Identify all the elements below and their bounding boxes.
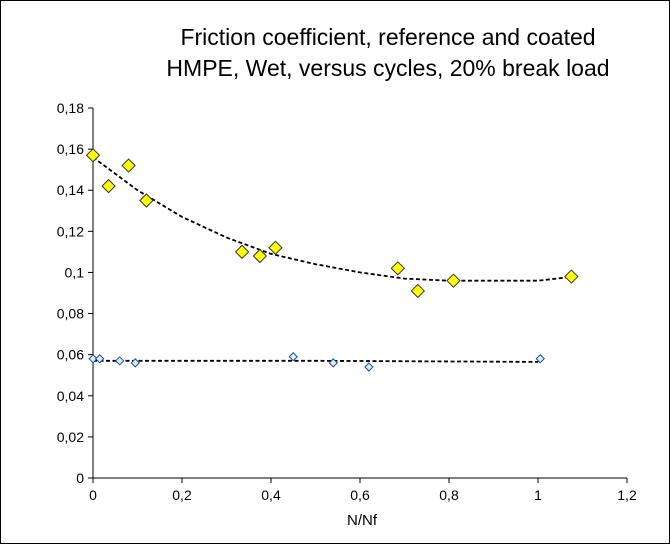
data-point-series-2 <box>328 358 339 368</box>
x-tick-label: 0,6 <box>350 487 370 503</box>
trendline-series-2 <box>93 359 539 363</box>
axes <box>92 108 627 479</box>
y-tick-label: 0,14 <box>57 182 84 198</box>
x-tick-label: 0 <box>89 487 97 503</box>
x-axis-label: N/Nf <box>347 512 378 529</box>
trendline-series-1 <box>92 156 574 282</box>
y-tick-label: 0,1 <box>65 264 85 280</box>
y-tick-label: 0,04 <box>57 388 84 404</box>
data-point-series-1 <box>252 248 268 264</box>
y-tick-label: 0,06 <box>57 347 84 363</box>
data-point-series-2 <box>364 362 374 372</box>
ticks: 0 0,02 0,04 0,06 0,08 0,1 0,12 0,14 0,16 0,18 0 0,2… <box>57 100 637 503</box>
y-tick-label: 0,16 <box>57 141 84 157</box>
data-point-series-2 <box>114 356 125 366</box>
data-point-series-1 <box>101 178 116 194</box>
x-tick-label: 0,4 <box>261 487 281 503</box>
x-tick-label: 1,2 <box>617 487 637 503</box>
data-point-series-1 <box>390 261 406 276</box>
x-tick-label: 0,8 <box>439 487 459 503</box>
chart-title: Friction coefficient, reference and coat… <box>166 24 609 81</box>
trendlines <box>92 156 574 363</box>
data-point-series-1 <box>121 158 136 173</box>
data-point-series-2 <box>535 354 545 364</box>
data-point-series-1 <box>410 283 426 299</box>
data-point-series-2 <box>94 354 105 364</box>
data-point-series-1 <box>564 269 579 284</box>
data-point-series-1 <box>139 193 154 208</box>
data-point-series-2 <box>130 358 140 368</box>
data-points <box>85 148 579 372</box>
x-tick-label: 0,2 <box>172 487 192 503</box>
data-point-series-1 <box>446 273 461 288</box>
chart-title-line-2: HMPE, Wet, versus cycles, 20% break load <box>166 55 609 81</box>
y-tick-label: 0 <box>76 470 84 486</box>
x-tick-label: 1 <box>534 487 542 503</box>
data-point-series-1 <box>268 240 283 255</box>
chart-title-line-1: Friction coefficient, reference and coat… <box>180 24 595 50</box>
y-tick-label: 0,12 <box>57 223 84 239</box>
y-tick-label: 0,18 <box>57 100 84 116</box>
data-point-series-1 <box>85 148 101 163</box>
y-tick-label: 0,02 <box>57 429 84 445</box>
data-point-series-1 <box>234 244 250 260</box>
data-point-series-2 <box>88 354 98 364</box>
data-point-series-2 <box>288 352 298 362</box>
y-tick-label: 0,08 <box>57 306 84 322</box>
